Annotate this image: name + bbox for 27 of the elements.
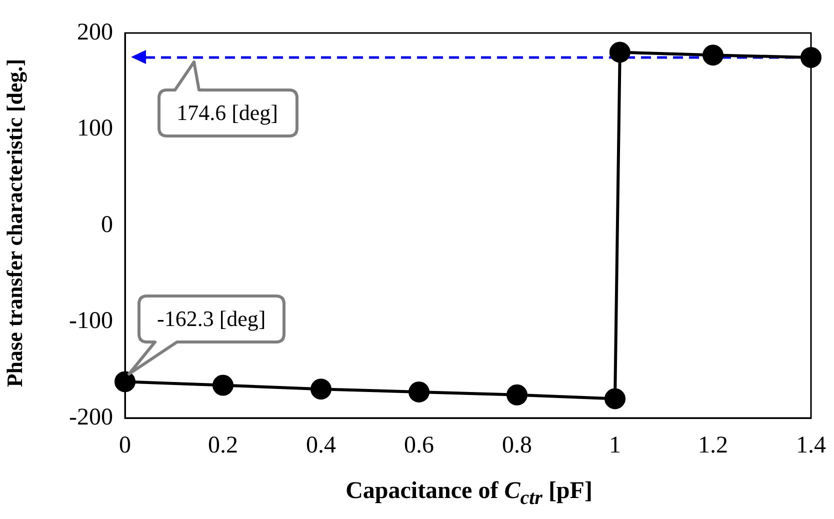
y-tick-label: -100 [69, 308, 113, 334]
x-axis-title: Capacitance of C$_{ctr}$ [pF] [344, 478, 594, 510]
point [212, 374, 234, 396]
point [310, 378, 332, 400]
y-tick-label: 200 [77, 19, 113, 46]
y-tick-label: -200 [69, 404, 113, 430]
x-tick-label: 1.4 [796, 432, 826, 459]
point [609, 42, 630, 63]
point [604, 388, 626, 410]
y-axis-title: Phase transfer characteristic [deg.] [2, 58, 28, 390]
speech-bubble: 174.6 [deg] [156, 58, 300, 139]
x-tick-label: 0 [119, 432, 131, 459]
x-tick-label: 0.6 [404, 432, 434, 459]
x-tick-label: 1 [609, 432, 621, 459]
point [702, 44, 724, 66]
point [506, 384, 528, 406]
annotation: -162.3 [deg] [157, 304, 266, 333]
point [408, 382, 430, 403]
point [800, 46, 822, 68]
x-tick-label: 0.2 [208, 432, 238, 459]
y-tick-label: 100 [77, 116, 113, 142]
x-tick-label: 0.8 [502, 432, 532, 459]
x-tick-label: 1.2 [698, 432, 728, 459]
point [114, 371, 136, 392]
annotation: 174.6 [deg] [176, 98, 278, 127]
x-tick-label: 0.4 [306, 432, 336, 459]
y-tick-label: 0 [101, 212, 113, 238]
